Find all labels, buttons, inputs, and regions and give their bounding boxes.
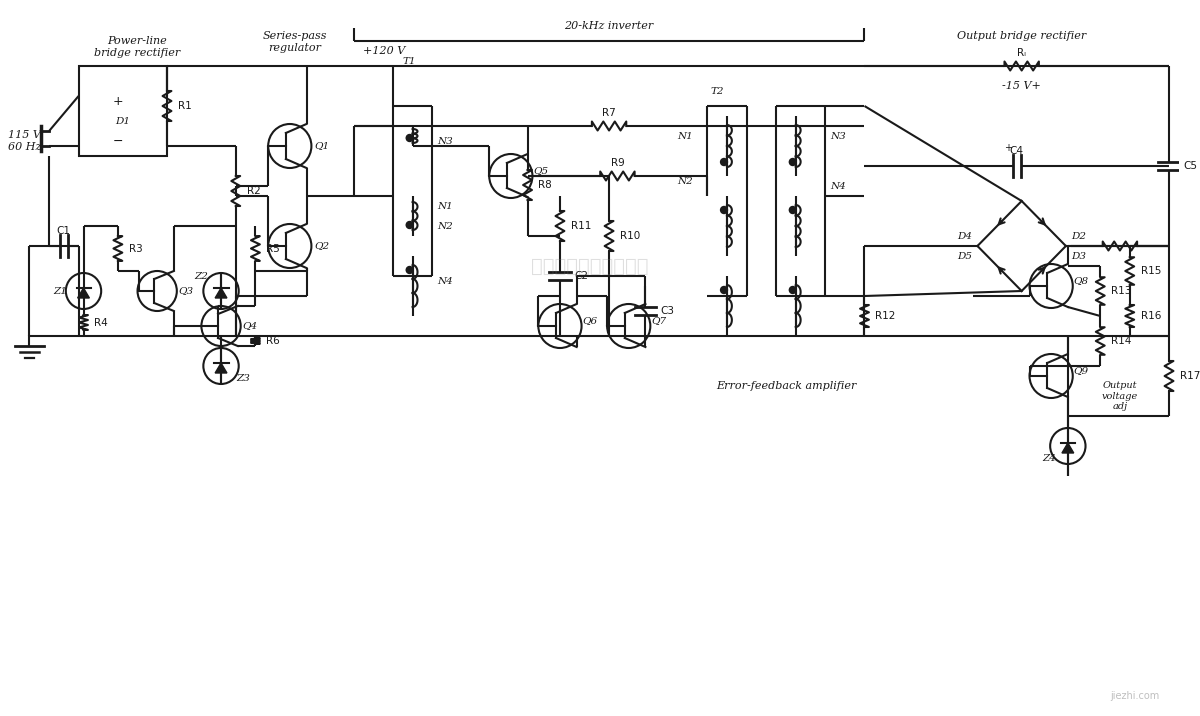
Polygon shape xyxy=(215,288,227,298)
Text: N2: N2 xyxy=(437,221,452,231)
Text: R6: R6 xyxy=(266,336,280,346)
Text: N4: N4 xyxy=(830,181,846,190)
Text: 杭州将察科技有限公司: 杭州将察科技有限公司 xyxy=(530,256,648,276)
Text: Output
voltage
adj: Output voltage adj xyxy=(1102,381,1138,411)
Circle shape xyxy=(407,135,413,142)
Text: R14: R14 xyxy=(1111,336,1132,346)
Text: Q8: Q8 xyxy=(1074,276,1088,286)
Text: Q6: Q6 xyxy=(582,316,598,326)
Text: Q3: Q3 xyxy=(179,286,194,296)
Text: C4: C4 xyxy=(1009,146,1024,156)
Text: Z2: Z2 xyxy=(194,271,209,281)
Text: N3: N3 xyxy=(437,137,452,145)
Text: Q5: Q5 xyxy=(534,167,548,175)
Text: R5: R5 xyxy=(266,243,280,253)
Text: D2: D2 xyxy=(1070,231,1086,241)
Text: Power-line
bridge rectifier: Power-line bridge rectifier xyxy=(95,36,181,57)
Text: R7: R7 xyxy=(602,108,616,118)
Polygon shape xyxy=(1062,443,1074,453)
Text: R2: R2 xyxy=(246,186,260,196)
Circle shape xyxy=(407,266,413,274)
Circle shape xyxy=(790,286,797,294)
Text: R11: R11 xyxy=(571,221,592,231)
Text: R4: R4 xyxy=(95,317,108,327)
Text: R15: R15 xyxy=(1140,266,1160,276)
Text: Q9: Q9 xyxy=(1074,367,1088,375)
Text: N1: N1 xyxy=(437,201,452,211)
Text: R13: R13 xyxy=(1111,286,1132,296)
Text: C1: C1 xyxy=(56,226,71,236)
Text: Q2: Q2 xyxy=(314,241,330,251)
Text: N1: N1 xyxy=(677,132,692,140)
Circle shape xyxy=(790,158,797,165)
Text: N3: N3 xyxy=(830,132,846,140)
Text: Error-feedback amplifier: Error-feedback amplifier xyxy=(715,381,856,391)
Text: N2: N2 xyxy=(677,177,692,185)
Text: +: + xyxy=(113,95,124,107)
Text: D3: D3 xyxy=(1070,251,1086,261)
Text: +: + xyxy=(1004,143,1012,153)
Circle shape xyxy=(407,221,413,228)
Polygon shape xyxy=(215,363,227,373)
Text: Q7: Q7 xyxy=(652,316,666,326)
Text: Series-pass
regulator: Series-pass regulator xyxy=(263,31,326,52)
Bar xyxy=(78,66,167,156)
Text: Z3: Z3 xyxy=(235,374,250,382)
Text: T2: T2 xyxy=(710,87,724,96)
Text: jiezhi.com: jiezhi.com xyxy=(1110,691,1159,701)
Text: R1: R1 xyxy=(178,101,192,111)
Text: R10: R10 xyxy=(620,231,640,241)
Text: N4: N4 xyxy=(437,276,452,286)
Text: R16: R16 xyxy=(1140,311,1160,321)
Circle shape xyxy=(720,286,727,294)
Text: Output bridge rectifier: Output bridge rectifier xyxy=(958,31,1086,41)
Text: D4: D4 xyxy=(958,231,972,241)
Text: D5: D5 xyxy=(958,251,972,261)
Text: 115 V
60 Hz: 115 V 60 Hz xyxy=(8,130,41,152)
Text: R12: R12 xyxy=(875,311,895,321)
Text: -15 V+: -15 V+ xyxy=(1002,81,1042,91)
Text: R3: R3 xyxy=(128,243,143,253)
Text: Q4: Q4 xyxy=(242,321,258,331)
Text: Q1: Q1 xyxy=(314,142,330,150)
Text: R8: R8 xyxy=(539,180,552,190)
Text: Z1: Z1 xyxy=(53,286,67,296)
Text: Z4: Z4 xyxy=(1042,453,1056,463)
Text: Rₗ: Rₗ xyxy=(1018,48,1026,58)
Text: C2: C2 xyxy=(575,271,589,281)
Text: +120 V: +120 V xyxy=(364,46,406,56)
Polygon shape xyxy=(78,288,89,298)
Circle shape xyxy=(720,206,727,213)
Text: D1: D1 xyxy=(115,117,131,125)
Circle shape xyxy=(720,158,727,165)
Text: R9: R9 xyxy=(611,158,624,168)
Text: −: − xyxy=(113,135,124,147)
Circle shape xyxy=(790,206,797,213)
Text: C3: C3 xyxy=(660,306,674,316)
Text: R17: R17 xyxy=(1180,371,1200,381)
Text: T1: T1 xyxy=(403,57,416,66)
Text: 20-kHz inverter: 20-kHz inverter xyxy=(564,21,654,31)
Text: C5: C5 xyxy=(1183,161,1198,171)
